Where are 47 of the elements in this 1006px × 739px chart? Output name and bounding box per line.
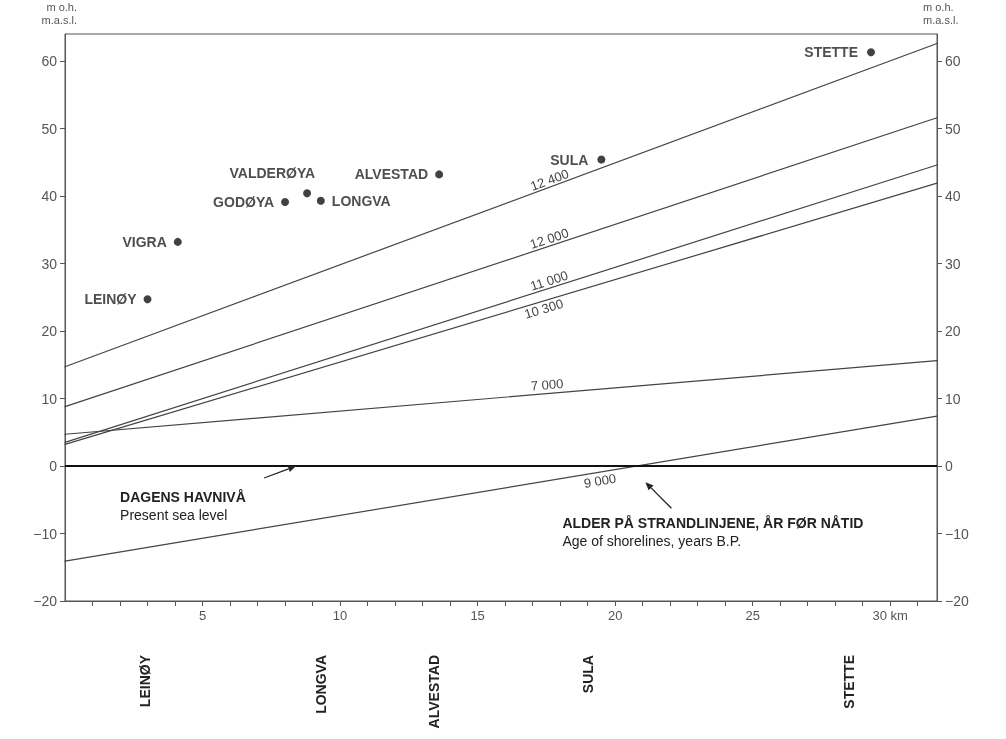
y2-tick-label: 50 bbox=[945, 120, 961, 137]
series-label: LONGVA bbox=[331, 192, 391, 209]
y2-tick-label: 40 bbox=[945, 188, 961, 204]
series-label: VIGRA bbox=[122, 233, 167, 250]
annotation: ALDER PÅ STRANDLINJENE, ÅR FØR NÅTID Age of shorelines, years B.P. bbox=[562, 515, 864, 550]
y-axis-title: m o.h. m.a.s.l. bbox=[41, 0, 77, 26]
series-label: LEINØY bbox=[84, 291, 138, 308]
y-tick-label: 50 bbox=[41, 120, 58, 137]
y-tick-label: 60 bbox=[41, 53, 58, 69]
text: STETTE bbox=[840, 655, 857, 709]
y-tick-label: 20 bbox=[41, 323, 58, 339]
y2-tick-label: −20 bbox=[945, 593, 969, 609]
y2-axis-title: m o.h. m.a.s.l. bbox=[923, 0, 959, 26]
x-tick-label: 20 bbox=[607, 608, 623, 623]
series-label: 7 000 bbox=[530, 375, 564, 394]
y2-tick-label: 0 bbox=[945, 458, 953, 474]
y2-tick-label: 60 bbox=[945, 53, 961, 69]
series-label: STETTE bbox=[804, 44, 858, 61]
x-tick-label: 30 km bbox=[872, 608, 908, 623]
x-tick-label: 10 bbox=[332, 608, 348, 623]
text: 12 400 bbox=[528, 165, 571, 194]
y-tick-label: 0 bbox=[49, 458, 58, 474]
y-tick-label: −10 bbox=[33, 525, 58, 542]
x-tick-label: 5 bbox=[198, 608, 207, 623]
text: 12 000 bbox=[528, 225, 571, 252]
text: LEINØY bbox=[136, 654, 153, 708]
y-tick-label: 30 bbox=[41, 255, 58, 272]
y2-tick-label: −10 bbox=[945, 525, 969, 542]
y2-tick-label: 30 bbox=[945, 255, 961, 272]
series-label: GODØYA bbox=[213, 194, 275, 211]
text: SULA bbox=[579, 655, 596, 694]
series-label: SULA bbox=[550, 151, 589, 168]
x-tick-label: 15 bbox=[470, 608, 485, 623]
y-tick-label: 40 bbox=[41, 188, 58, 204]
text: ALVESTAD bbox=[425, 655, 442, 729]
y-tick-label: −20 bbox=[33, 593, 58, 609]
text: 10 300 bbox=[522, 295, 565, 322]
series-label: VALDERØYA bbox=[229, 165, 316, 182]
text: LONGVA bbox=[312, 655, 329, 714]
y2-tick-label: 20 bbox=[945, 323, 961, 339]
text: 9 000 bbox=[582, 470, 618, 491]
series-label: ALVESTAD bbox=[354, 166, 429, 183]
x-tick-label: 25 bbox=[745, 608, 760, 623]
annotation: DAGENS HAVNIVÅ Present sea level bbox=[120, 489, 246, 523]
text: 11 000 bbox=[528, 267, 570, 294]
y-tick-label: 10 bbox=[41, 390, 58, 407]
y2-tick-label: 10 bbox=[945, 390, 961, 407]
